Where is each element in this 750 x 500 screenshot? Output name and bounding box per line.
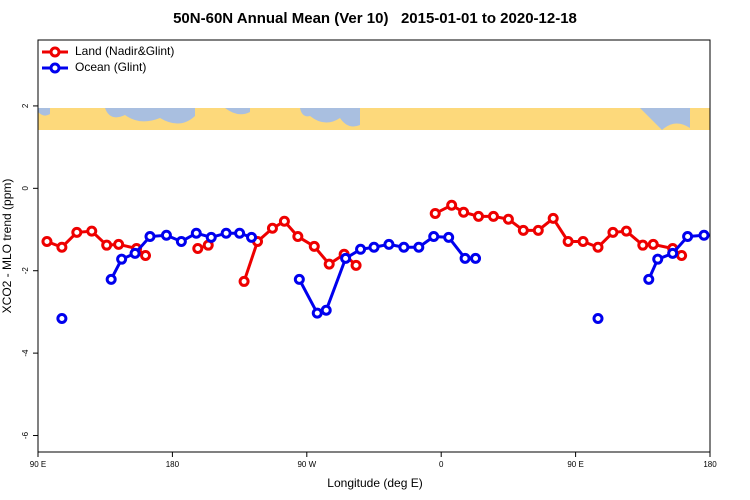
point bbox=[101, 239, 113, 251]
point bbox=[413, 241, 425, 253]
x-tick-label: 180 bbox=[703, 460, 717, 469]
y-axis-label: XCO2 - MLO trend (ppm) bbox=[0, 179, 14, 314]
point bbox=[458, 206, 470, 218]
point bbox=[340, 252, 352, 264]
point bbox=[517, 224, 529, 236]
point bbox=[293, 273, 305, 285]
point bbox=[620, 225, 632, 237]
plot-frame bbox=[37, 39, 711, 453]
point bbox=[667, 247, 679, 259]
point bbox=[607, 226, 619, 238]
point bbox=[428, 231, 440, 243]
point bbox=[682, 231, 694, 243]
point bbox=[676, 249, 688, 261]
point bbox=[160, 229, 172, 241]
point bbox=[592, 313, 604, 325]
legend-marker bbox=[49, 46, 61, 58]
point bbox=[175, 235, 187, 247]
point bbox=[192, 242, 204, 254]
y-tick-label: -2 bbox=[21, 267, 30, 275]
x-tick-label: 90 W bbox=[297, 460, 316, 469]
y-tick-label: 0 bbox=[21, 186, 30, 191]
point bbox=[323, 258, 335, 270]
point bbox=[398, 241, 410, 253]
legend-marker bbox=[49, 62, 61, 74]
point bbox=[637, 239, 649, 251]
x-tick-label: 90 E bbox=[567, 460, 583, 469]
point bbox=[532, 224, 544, 236]
chart-title: 50N-60N Annual Mean (Ver 10) 2015-01-01 … bbox=[173, 10, 577, 27]
legend-label: Land (Nadir&Glint) bbox=[75, 44, 174, 58]
point bbox=[562, 235, 574, 247]
point bbox=[443, 231, 455, 243]
point bbox=[350, 259, 362, 271]
point bbox=[320, 304, 332, 316]
point bbox=[56, 241, 68, 253]
y-tick-label: -4 bbox=[21, 349, 30, 357]
point bbox=[246, 231, 258, 243]
x-axis-label: Longitude (deg E) bbox=[327, 476, 422, 490]
point bbox=[647, 238, 659, 250]
point bbox=[113, 238, 125, 250]
x-tick-label: 180 bbox=[166, 460, 180, 469]
point bbox=[116, 253, 128, 265]
map-strip bbox=[38, 108, 710, 130]
point bbox=[473, 210, 485, 222]
point bbox=[355, 243, 367, 255]
legend-label: Ocean (Glint) bbox=[75, 60, 146, 74]
point bbox=[459, 252, 471, 264]
point bbox=[56, 313, 68, 325]
point bbox=[311, 307, 323, 319]
point bbox=[698, 229, 710, 241]
point bbox=[278, 215, 290, 227]
point bbox=[487, 210, 499, 222]
point bbox=[592, 241, 604, 253]
y-tick-label: 2 bbox=[21, 103, 30, 108]
point bbox=[266, 222, 278, 234]
point bbox=[308, 240, 320, 252]
point bbox=[292, 231, 304, 243]
point bbox=[652, 253, 664, 265]
point bbox=[220, 227, 232, 239]
point bbox=[190, 227, 202, 239]
x-tick-label: 0 bbox=[439, 460, 444, 469]
point bbox=[105, 273, 117, 285]
point bbox=[238, 275, 250, 287]
point bbox=[502, 213, 514, 225]
point bbox=[643, 273, 655, 285]
point bbox=[205, 231, 217, 243]
point bbox=[234, 227, 246, 239]
point bbox=[41, 235, 53, 247]
point bbox=[368, 241, 380, 253]
x-tick-label: 90 E bbox=[30, 460, 46, 469]
point bbox=[129, 247, 141, 259]
y-tick-label: -6 bbox=[21, 431, 30, 439]
point bbox=[86, 225, 98, 237]
point bbox=[577, 235, 589, 247]
point bbox=[446, 199, 458, 211]
point bbox=[71, 226, 83, 238]
point bbox=[140, 249, 152, 261]
point bbox=[547, 212, 559, 224]
point bbox=[144, 231, 156, 243]
point bbox=[383, 238, 395, 250]
point bbox=[429, 207, 441, 219]
point bbox=[470, 252, 482, 264]
